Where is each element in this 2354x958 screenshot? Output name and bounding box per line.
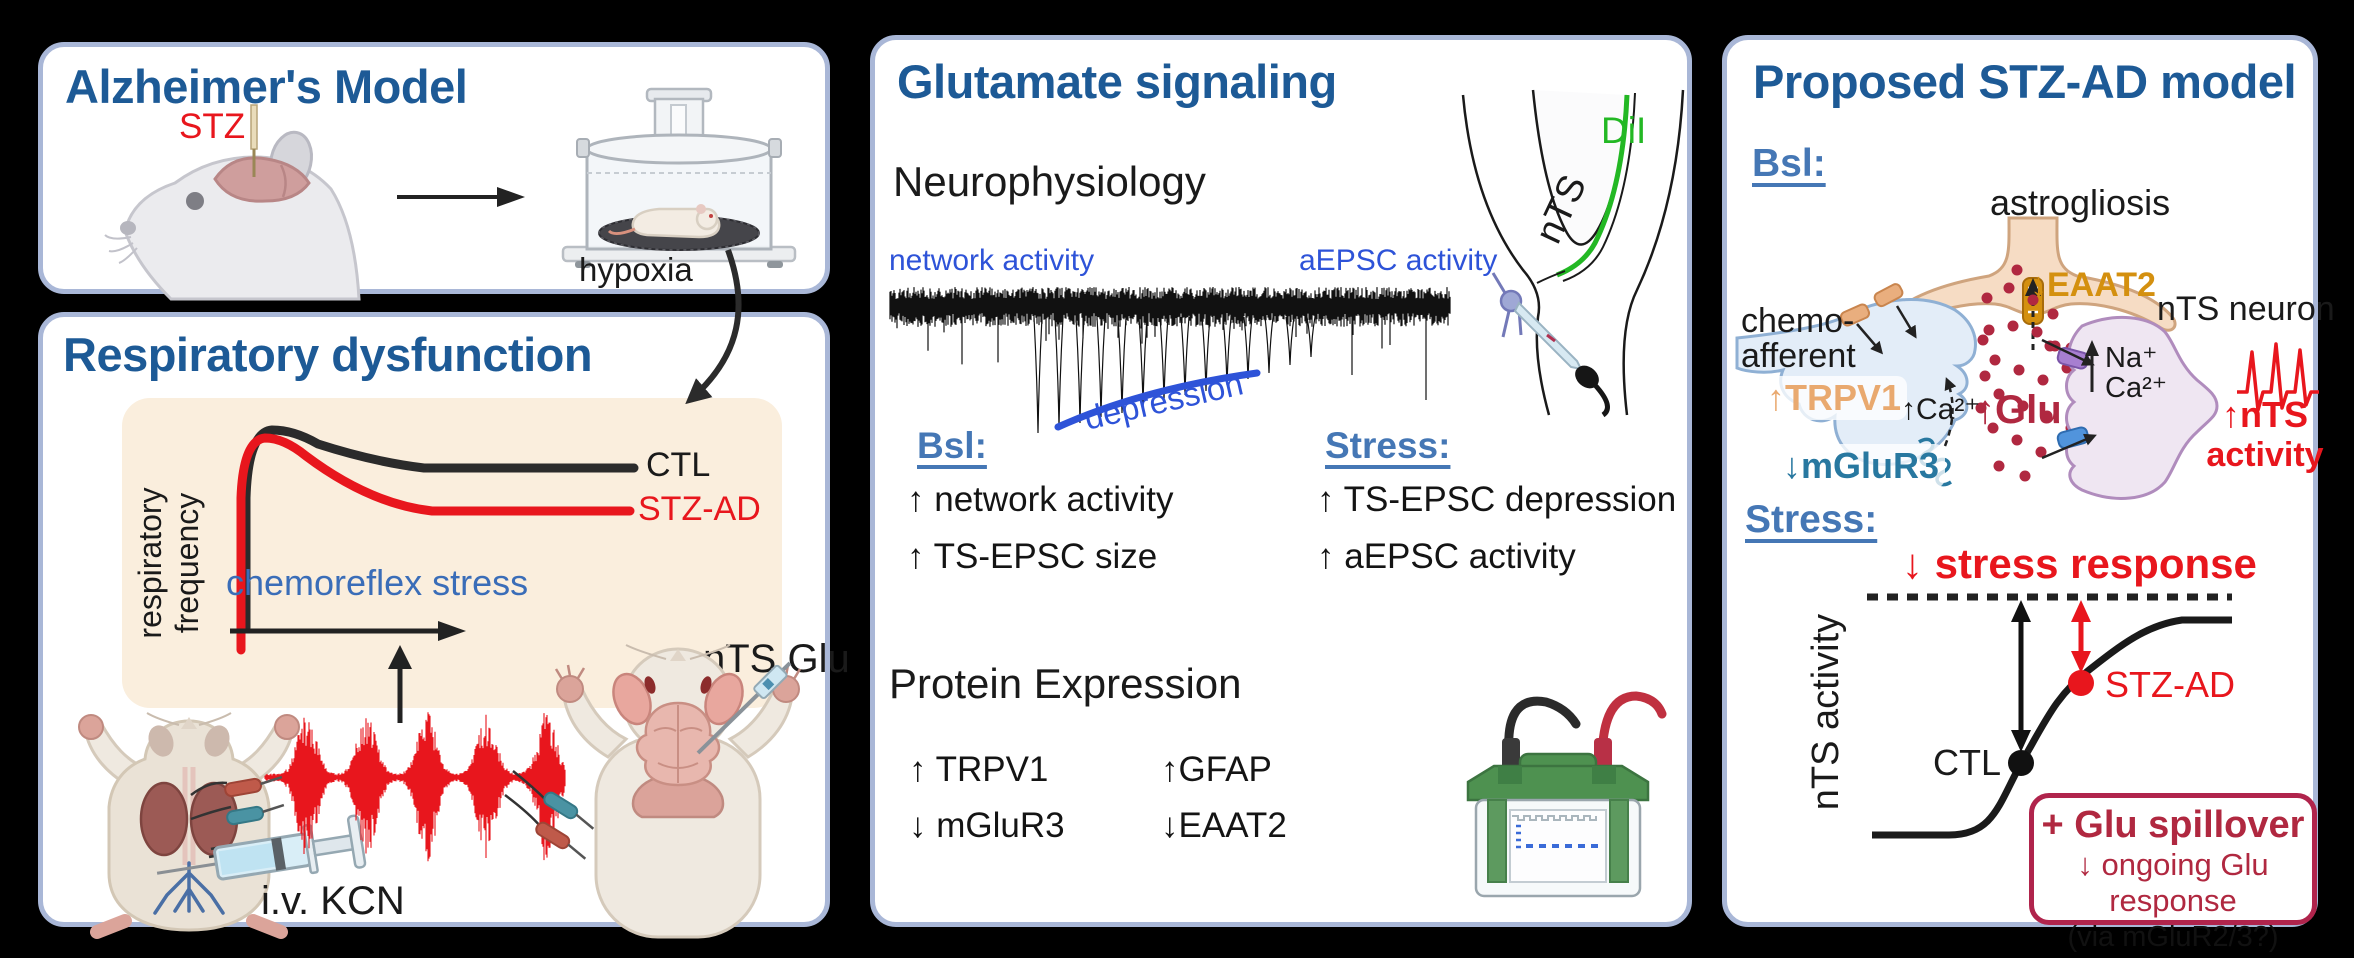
rat-head-illustration xyxy=(104,104,361,301)
stress-item: ↑ TS-EPSC depression xyxy=(1317,480,1677,519)
glu-spillover-title: + Glu spillover xyxy=(2041,804,2305,846)
protein-item: ↓EAAT2 xyxy=(1161,806,1287,845)
panel-title: Proposed STZ-AD model xyxy=(1753,55,2297,108)
panel-proposed-stz-ad-model: Proposed STZ-AD model Bsl: astrogliosis xyxy=(1722,35,2335,953)
bsl-item: ↑ TS-EPSC size xyxy=(907,537,1158,576)
stz-ad-curve-label: STZ-AD xyxy=(638,490,761,528)
chemoafferent-label-line2: afferent xyxy=(1741,337,1856,375)
stress-response-chart xyxy=(1867,593,2232,839)
glu-spillover-sub: ↓ ongoing Glu response xyxy=(2077,847,2269,918)
recording-electrodes-left xyxy=(190,775,285,826)
x-axis-label: chemoreflex stress xyxy=(226,562,529,603)
mglur3-down-label: ↓mGluR3 xyxy=(1777,444,1946,488)
neurophysiology-heading: Neurophysiology xyxy=(893,158,1206,205)
hypoxia-to-chart-arrow xyxy=(685,248,742,405)
glu-up-label: ↑Glu xyxy=(1975,388,2062,432)
depression-curve xyxy=(1054,369,1261,431)
nts-slice-illustration xyxy=(1461,89,1685,418)
dii-label: DiI xyxy=(1601,110,1647,151)
glu-spillover-note: (via mGluR2/3?) xyxy=(2067,921,2279,953)
stress-heading: Stress: xyxy=(1745,498,1878,541)
glu-spillover-box: + Glu spillover ↓ ongoing Glu response (… xyxy=(2029,793,2317,953)
protein-item: ↑GFAP xyxy=(1161,750,1272,789)
panel-title: Glutamate signaling xyxy=(897,55,1337,108)
protein-item: ↑ TRPV1 xyxy=(909,750,1049,789)
chemoafferent-label-line1: chemo- xyxy=(1741,302,1855,340)
ca-presynaptic-label: ↑Ca²⁺ xyxy=(1901,393,1981,426)
aepsc-activity-label: aEPSC activity xyxy=(1299,244,1498,277)
panel-title: Alzheimer's Model xyxy=(65,60,468,113)
network-activity-label: network activity xyxy=(889,244,1095,277)
stz-label: STZ xyxy=(179,107,246,146)
arrow-to-hypoxia xyxy=(397,187,525,207)
respiratory-frequency-curves xyxy=(236,425,639,655)
astrogliosis-label: astrogliosis xyxy=(1990,182,2171,223)
gel-electrophoresis-illustration xyxy=(1466,691,1667,898)
chemoreflex-arrow xyxy=(230,621,466,641)
ca-postsynaptic-label: Ca²⁺ xyxy=(2105,372,2168,404)
panel-alzheimers-model: Alzheimer's Model STZ hypoxia xyxy=(38,42,830,301)
bsl-item: ↑ network activity xyxy=(907,480,1174,519)
stz-ad-point-label: STZ-AD xyxy=(2105,664,2235,705)
stress-heading: Stress: xyxy=(1325,425,1451,466)
kcn-syringe-illustration xyxy=(156,814,367,881)
phrenic-burst-trace xyxy=(264,712,566,862)
hypoxia-label: hypoxia xyxy=(579,251,693,288)
protein-item: ↓ mGluR3 xyxy=(909,806,1065,845)
nts-activity-label: ↑nTS activity xyxy=(2206,394,2324,474)
recording-electrodes-right xyxy=(504,770,595,860)
iv-kcn-label: i.v. KCN xyxy=(261,879,405,923)
stress-item: ↑ aEPSC activity xyxy=(1317,537,1576,576)
ctl-curve-label: CTL xyxy=(646,446,711,484)
panel-title: Respiratory dysfunction xyxy=(63,328,593,381)
bsl-heading: Bsl: xyxy=(917,425,987,466)
bsl-heading: Bsl: xyxy=(1752,142,1826,185)
ephys-trace xyxy=(889,287,1451,434)
nts-activity-axis-label: nTS activity xyxy=(1805,613,1847,811)
ctl-point-label: CTL xyxy=(1933,742,2002,783)
na-postsynaptic-label: Na⁺ xyxy=(2105,342,2158,374)
panel-respiratory-dysfunction: Respiratory dysfunction respiratory freq… xyxy=(38,312,850,939)
eaat2-down-label: ↓EAAT2 xyxy=(2030,266,2156,304)
nts-neuron-label: nTS neuron xyxy=(2157,290,2335,328)
panel-glutamate-signaling: Glutamate signaling Neurophysiology netw… xyxy=(870,35,1692,927)
hypoxia-chamber-illustration xyxy=(561,87,797,268)
chemoreflex-up-arrow xyxy=(388,645,412,723)
protein-expression-heading: Protein Expression xyxy=(889,660,1242,707)
trpv1-up-label: ↑TRPV1 xyxy=(1761,376,1908,420)
stress-response-label: ↓ stress response xyxy=(1902,540,2257,587)
dorsal-rat-illustration xyxy=(554,644,802,939)
synapse-illustration xyxy=(1735,216,2319,500)
